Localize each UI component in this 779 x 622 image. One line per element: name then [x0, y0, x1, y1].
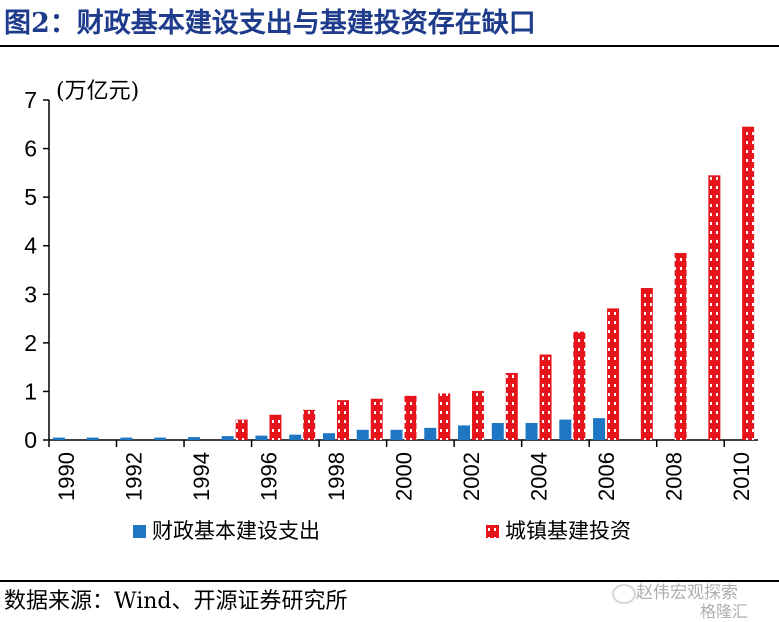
- bar-fiscal-1997: [289, 434, 302, 440]
- bar-fiscal-1993: [154, 437, 167, 440]
- y-unit-label: (万亿元): [56, 79, 139, 104]
- bar-fiscal-1995: [221, 436, 234, 440]
- x-tick-label: 2006: [594, 452, 619, 501]
- legend-swatch-urban: [486, 525, 499, 538]
- x-tick-label: 2008: [662, 452, 687, 501]
- x-tick-label: 1996: [256, 452, 281, 501]
- x-tick-label: 2004: [527, 452, 552, 501]
- bar-fiscal-2002: [458, 425, 471, 440]
- source-rule: [0, 580, 779, 582]
- bar-urban-1997: [303, 409, 316, 440]
- bar-fiscal-1996: [255, 435, 268, 440]
- bar-fiscal-2005: [559, 419, 572, 440]
- bar-urban-2008: [674, 253, 687, 440]
- bar-fiscal-2006: [593, 418, 606, 440]
- bar-fiscal-1999: [356, 429, 369, 440]
- bar-fiscal-2004: [525, 423, 538, 440]
- bar-fiscal-1992: [120, 437, 133, 440]
- title-rule: [0, 45, 779, 47]
- bar-urban-1999: [370, 398, 383, 440]
- y-tick-label: 0: [24, 427, 37, 453]
- bar-urban-2001: [438, 393, 451, 440]
- bar-urban-2004: [539, 354, 552, 440]
- x-tick-label: 1990: [54, 452, 79, 501]
- bar-fiscal-2001: [424, 427, 437, 440]
- bar-urban-2010: [742, 126, 755, 440]
- watermark-site: 格隆汇: [700, 602, 749, 621]
- watermark-account: 赵伟宏观探索: [636, 583, 738, 603]
- x-tick-label: 2010: [729, 452, 754, 501]
- bar-urban-2006: [607, 308, 620, 440]
- bar-chart: 0 1 2 3 4 5 6 7 (万亿元) 1990 1992 1994 1996 1998 2000 200…: [24, 79, 758, 543]
- bar-fiscal-1998: [322, 433, 335, 440]
- source-note: 数据来源：Wind、开源证券研究所: [4, 589, 348, 614]
- bar-urban-2005: [573, 331, 586, 440]
- legend-label-urban: 城镇基建投资: [505, 519, 631, 543]
- x-tick-label: 1994: [189, 452, 214, 501]
- bar-urban-2000: [404, 395, 417, 440]
- bar-urban-1996: [269, 414, 282, 440]
- wechat-icon: [612, 584, 636, 604]
- chart-title: 图2：财政基本建设支出与基建投资存在缺口: [4, 8, 536, 39]
- bar-urban-2007: [640, 287, 653, 440]
- y-tick-label: 6: [24, 136, 37, 162]
- x-tick-label: 2000: [392, 452, 417, 501]
- bar-urban-1998: [336, 400, 349, 440]
- y-tick-label: 7: [24, 87, 37, 113]
- bar-fiscal-1991: [86, 437, 99, 440]
- bar-fiscal-1990: [52, 437, 65, 440]
- x-tick-label: 1998: [324, 452, 349, 501]
- legend-label-fiscal: 财政基本建设支出: [152, 519, 320, 543]
- bar-fiscal-2003: [491, 423, 504, 440]
- bar-urban-2003: [505, 372, 518, 440]
- y-tick-label: 2: [24, 330, 37, 356]
- y-tick-label: 4: [24, 233, 37, 259]
- x-tick-label: 2002: [459, 452, 484, 501]
- y-tick-label: 1: [24, 378, 37, 404]
- x-tick-label: 1992: [121, 452, 146, 501]
- legend-swatch-fiscal: [133, 525, 146, 538]
- bar-urban-1995: [235, 419, 248, 440]
- bar-urban-2009: [708, 175, 721, 440]
- bar-fiscal-2000: [390, 429, 403, 440]
- bar-urban-2002: [472, 390, 485, 440]
- y-tick-label: 3: [24, 281, 37, 307]
- y-tick-label: 5: [24, 184, 37, 210]
- bar-fiscal-1994: [187, 437, 200, 440]
